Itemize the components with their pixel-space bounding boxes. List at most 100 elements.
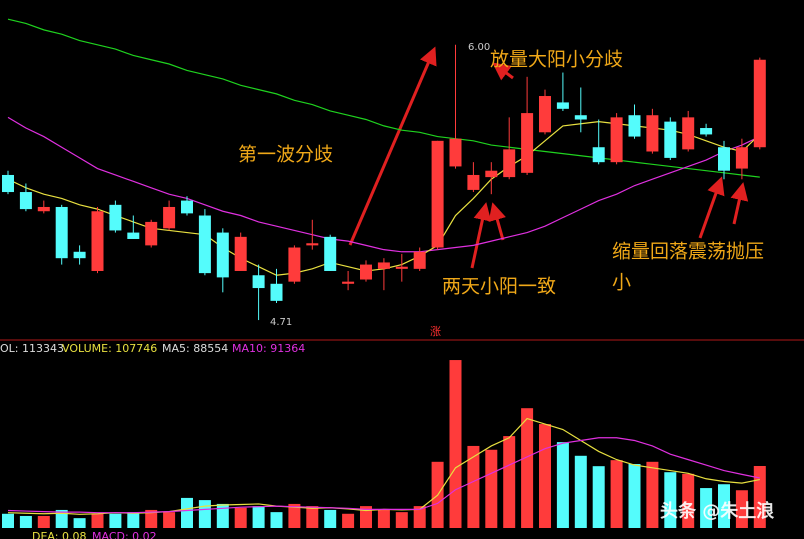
rise-mark: 涨 <box>430 325 441 338</box>
candle-body <box>503 149 516 178</box>
ma-line <box>7 116 761 253</box>
volume-bar <box>646 461 659 528</box>
candle-body <box>288 247 301 282</box>
volume-bar <box>360 506 372 528</box>
volume-bar <box>628 463 641 528</box>
candle-body <box>539 96 551 133</box>
volume-bar <box>610 460 623 528</box>
high-label: 6.00 <box>468 42 490 53</box>
candle-body <box>574 115 587 120</box>
candle-body <box>306 243 319 246</box>
volume-bar <box>288 503 301 528</box>
low-label: 4.71 <box>270 317 292 328</box>
candle-body <box>646 115 659 152</box>
footer-item: MACD: 0.02 <box>92 530 157 539</box>
volume-bar <box>145 509 158 528</box>
volume-bar <box>592 466 605 528</box>
arrow <box>730 182 749 225</box>
volume-bar <box>521 408 534 528</box>
candle-body <box>735 147 748 169</box>
candle-body <box>342 281 355 284</box>
candle-body <box>485 170 498 178</box>
ma-line <box>7 437 760 514</box>
candle-body <box>556 102 569 109</box>
volume-bar <box>73 518 86 528</box>
candle-body <box>181 200 193 214</box>
volume-bar <box>467 445 480 528</box>
volume-bar <box>234 507 247 528</box>
candle-body <box>109 204 122 231</box>
candle-body <box>324 236 337 271</box>
watermark: 头条 @朱土浪 <box>660 500 774 522</box>
candle-body <box>91 211 104 271</box>
candle-body <box>592 147 605 163</box>
volume-bar <box>377 509 390 528</box>
volume-bar <box>91 513 104 528</box>
candle-body <box>700 128 713 135</box>
candle-body <box>37 206 50 212</box>
volume-bar <box>306 506 319 528</box>
candle-body <box>145 221 158 246</box>
candle-body <box>395 266 408 269</box>
annotation: 小 <box>612 272 631 294</box>
candle-body <box>521 113 534 173</box>
annotation: 第一波分歧 <box>238 144 333 166</box>
volume-bar <box>503 436 516 528</box>
candle-body <box>163 206 176 229</box>
legend-item: MA10: 91364 <box>232 342 305 355</box>
candle-body <box>270 283 283 301</box>
candle-body <box>216 232 229 278</box>
volume-bar <box>181 497 193 528</box>
candle-body <box>467 174 480 190</box>
candle-body <box>753 59 766 148</box>
candle-body <box>55 206 68 259</box>
volume-bar <box>485 449 498 528</box>
candle-body <box>127 232 140 239</box>
volume-bar <box>37 515 50 528</box>
arrow <box>348 46 437 246</box>
volume-bar <box>342 513 355 528</box>
volume-bar <box>324 509 337 528</box>
volume-bar <box>753 465 766 528</box>
candle-body <box>431 140 444 248</box>
candle-body <box>234 236 247 271</box>
volume-bar <box>252 506 265 528</box>
ma-line <box>7 18 760 178</box>
candle-body <box>252 275 265 289</box>
arrow <box>698 176 725 239</box>
candle-body <box>682 117 695 150</box>
candle-body <box>449 138 462 167</box>
annotation: 缩量回落震荡抛压 <box>612 241 764 263</box>
volume-bar <box>700 488 713 528</box>
annotation: 两天小阳一致 <box>442 276 556 298</box>
candle-body <box>413 251 426 269</box>
volume-bar <box>735 490 748 528</box>
volume-bar <box>198 500 211 528</box>
candle-body <box>2 174 14 193</box>
volume-bar <box>163 512 176 528</box>
volume-bar <box>574 455 587 528</box>
volume-bar <box>556 442 569 528</box>
volume-bar <box>718 484 730 528</box>
arrow <box>488 202 506 241</box>
volume-bar <box>216 503 229 528</box>
candle-body <box>718 147 730 171</box>
arrow <box>492 62 514 81</box>
volume-bar <box>109 513 122 528</box>
volume-bar <box>395 512 408 528</box>
volume-bar <box>55 509 68 528</box>
legend-item: MA5: 88554 <box>162 342 228 355</box>
footer-item: DEA: 0.08 <box>32 530 86 539</box>
volume-bar <box>682 473 695 528</box>
volume-bar <box>2 513 14 528</box>
legend-item: VOLUME: 107746 <box>62 342 157 355</box>
legend-item: OL: 113343 <box>0 342 64 355</box>
candle-body <box>664 121 677 158</box>
volume-bar <box>664 472 677 528</box>
candle-body <box>198 215 211 274</box>
annotation: 放量大阳小分歧 <box>490 49 623 71</box>
arrow <box>470 202 492 269</box>
candle-body <box>73 251 86 259</box>
candle-body <box>610 117 623 163</box>
